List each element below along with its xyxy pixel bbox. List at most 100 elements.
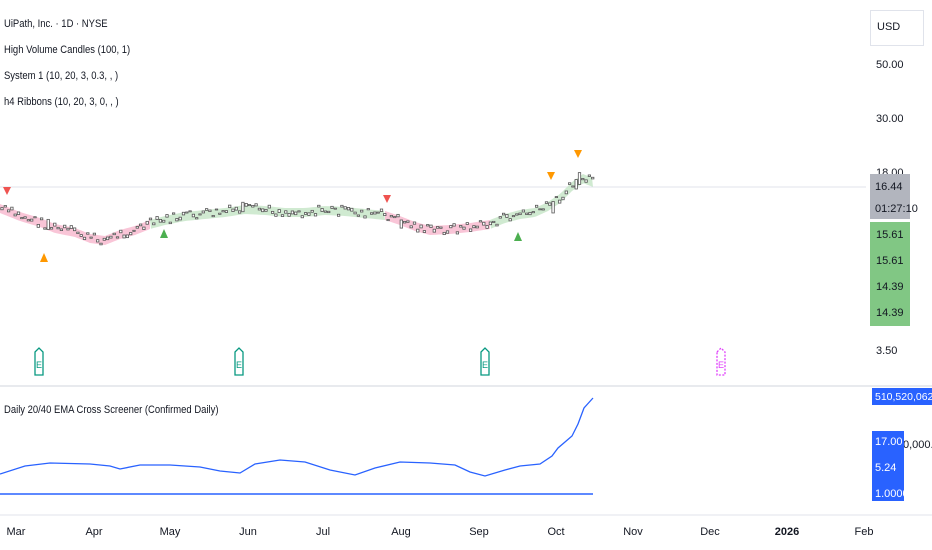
candle xyxy=(244,203,248,207)
currency-button[interactable]: USD xyxy=(870,10,924,46)
candle xyxy=(119,229,123,234)
candle xyxy=(178,216,182,221)
candle xyxy=(389,215,394,218)
candle xyxy=(198,213,202,216)
candle xyxy=(426,224,430,227)
candle xyxy=(138,223,143,227)
candle xyxy=(188,210,192,213)
earnings-marker[interactable]: E xyxy=(480,347,490,376)
candle xyxy=(171,212,176,215)
candle xyxy=(69,225,73,229)
candle xyxy=(237,210,242,214)
time-tick: Dec xyxy=(700,526,720,538)
candle xyxy=(254,203,258,207)
signal-up-marker xyxy=(40,253,48,262)
candle xyxy=(475,225,479,229)
candle xyxy=(122,234,126,239)
candle xyxy=(155,216,159,220)
bear-marker xyxy=(3,187,11,195)
time-axis[interactable]: Mar Apr May Jun Jul Aug Sep Oct Nov Dec … xyxy=(7,526,874,538)
indicator-tag: 15.61 xyxy=(876,229,904,241)
candle xyxy=(455,231,460,235)
time-tick: Apr xyxy=(85,526,102,538)
candle xyxy=(518,212,522,216)
symbol-title[interactable]: UiPath, Inc. · 1D · NYSE xyxy=(4,18,108,30)
candle xyxy=(360,209,364,213)
candle xyxy=(112,232,116,236)
candle xyxy=(201,210,205,214)
earnings-marker-future[interactable]: E xyxy=(716,347,726,376)
candle xyxy=(195,217,199,220)
candle xyxy=(168,221,172,225)
candle xyxy=(409,225,413,229)
candle xyxy=(383,213,387,216)
candle xyxy=(449,225,453,229)
candle xyxy=(505,214,509,218)
candle xyxy=(416,228,420,233)
candle xyxy=(224,210,228,213)
candle xyxy=(297,210,301,213)
bull-marker xyxy=(160,229,168,238)
indicator-legend-2[interactable]: System 1 (10, 20, 3, 0.3, , ) xyxy=(4,70,119,82)
svg-text:E: E xyxy=(718,360,724,370)
candle xyxy=(412,221,417,225)
candle xyxy=(158,219,162,223)
candle xyxy=(435,226,440,229)
candle xyxy=(445,230,450,234)
candle xyxy=(393,216,397,219)
candle xyxy=(399,219,403,229)
candle xyxy=(310,209,314,213)
candle xyxy=(109,235,113,239)
bear-marker xyxy=(383,195,391,203)
candle xyxy=(23,216,27,219)
candle xyxy=(221,210,225,213)
candle xyxy=(208,209,212,213)
candle xyxy=(79,234,83,237)
indicator-legend-3[interactable]: h4 Ribbons (10, 20, 3, 0, , ) xyxy=(4,96,119,108)
lower-tag: 17.00 xyxy=(875,436,903,448)
candle xyxy=(125,234,129,239)
candle xyxy=(0,207,4,211)
lower-pane-title[interactable]: Daily 20/40 EMA Cross Screener (Confirme… xyxy=(4,404,219,416)
countdown-label: 01:27:10 xyxy=(875,203,918,215)
svg-text:E: E xyxy=(36,360,42,370)
lower-tag: 5.24 xyxy=(875,462,896,474)
candle xyxy=(535,204,539,208)
earnings-marker[interactable]: E xyxy=(34,347,44,376)
candle xyxy=(175,218,179,222)
candle xyxy=(515,213,519,216)
candle xyxy=(528,211,532,216)
candle xyxy=(73,227,77,232)
candle xyxy=(584,179,588,183)
candle xyxy=(185,211,189,214)
candle xyxy=(369,212,374,215)
last-price-tag xyxy=(870,174,910,219)
candle xyxy=(228,204,232,209)
time-tick: Nov xyxy=(623,526,643,538)
candle xyxy=(270,210,275,214)
candle xyxy=(313,213,318,217)
candle xyxy=(267,204,271,209)
signal-down-marker xyxy=(547,172,555,180)
time-tick: Jun xyxy=(239,526,257,538)
time-tick-year: 2026 xyxy=(775,526,799,538)
bull-marker xyxy=(514,232,522,241)
candle xyxy=(231,208,235,212)
earnings-marker[interactable]: E xyxy=(234,347,244,376)
candle xyxy=(587,174,592,177)
candle xyxy=(452,223,456,227)
candle xyxy=(511,215,516,218)
candle xyxy=(432,228,436,233)
candle xyxy=(92,232,96,236)
candle xyxy=(290,210,295,215)
indicator-legend-1[interactable]: High Volume Candles (100, 1) xyxy=(4,44,131,56)
candle xyxy=(356,214,361,217)
candle xyxy=(462,226,466,230)
candle xyxy=(218,212,222,215)
candle xyxy=(363,215,367,219)
candle xyxy=(379,208,384,212)
candle xyxy=(478,220,483,223)
candle xyxy=(89,236,93,239)
candle xyxy=(152,222,156,226)
